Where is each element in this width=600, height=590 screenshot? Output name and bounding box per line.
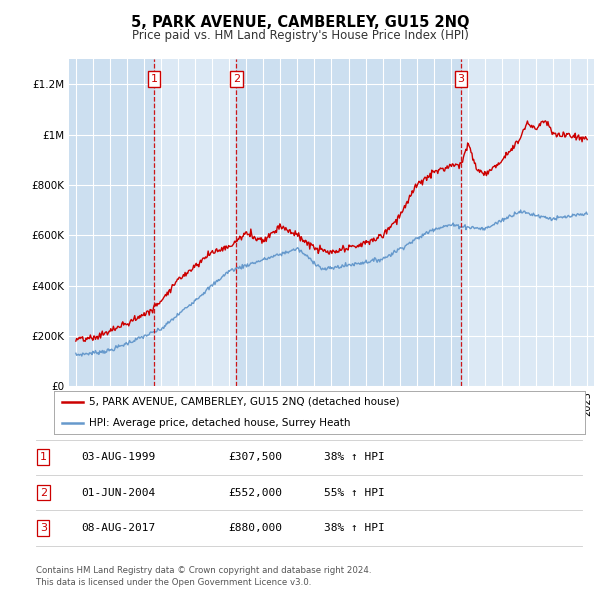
Text: 1: 1 xyxy=(151,74,157,84)
Text: 1: 1 xyxy=(40,453,47,462)
Text: 01-JUN-2004: 01-JUN-2004 xyxy=(81,488,155,497)
Bar xyxy=(69,59,154,386)
Text: £552,000: £552,000 xyxy=(228,488,282,497)
Text: £307,500: £307,500 xyxy=(228,453,282,462)
Text: 3: 3 xyxy=(458,74,464,84)
Text: Contains HM Land Registry data © Crown copyright and database right 2024.
This d: Contains HM Land Registry data © Crown c… xyxy=(36,566,371,587)
Text: 38% ↑ HPI: 38% ↑ HPI xyxy=(324,523,385,533)
Text: 08-AUG-2017: 08-AUG-2017 xyxy=(81,523,155,533)
Text: 55% ↑ HPI: 55% ↑ HPI xyxy=(324,488,385,497)
Bar xyxy=(236,59,461,386)
Text: £880,000: £880,000 xyxy=(228,523,282,533)
Text: HPI: Average price, detached house, Surrey Heath: HPI: Average price, detached house, Surr… xyxy=(89,418,350,428)
Text: 5, PARK AVENUE, CAMBERLEY, GU15 2NQ (detached house): 5, PARK AVENUE, CAMBERLEY, GU15 2NQ (det… xyxy=(89,397,399,407)
Text: 5, PARK AVENUE, CAMBERLEY, GU15 2NQ: 5, PARK AVENUE, CAMBERLEY, GU15 2NQ xyxy=(131,15,469,30)
Text: 3: 3 xyxy=(40,523,47,533)
Text: Price paid vs. HM Land Registry's House Price Index (HPI): Price paid vs. HM Land Registry's House … xyxy=(131,30,469,42)
Text: 38% ↑ HPI: 38% ↑ HPI xyxy=(324,453,385,462)
Text: 2: 2 xyxy=(40,488,47,497)
Text: 2: 2 xyxy=(233,74,240,84)
Text: 03-AUG-1999: 03-AUG-1999 xyxy=(81,453,155,462)
